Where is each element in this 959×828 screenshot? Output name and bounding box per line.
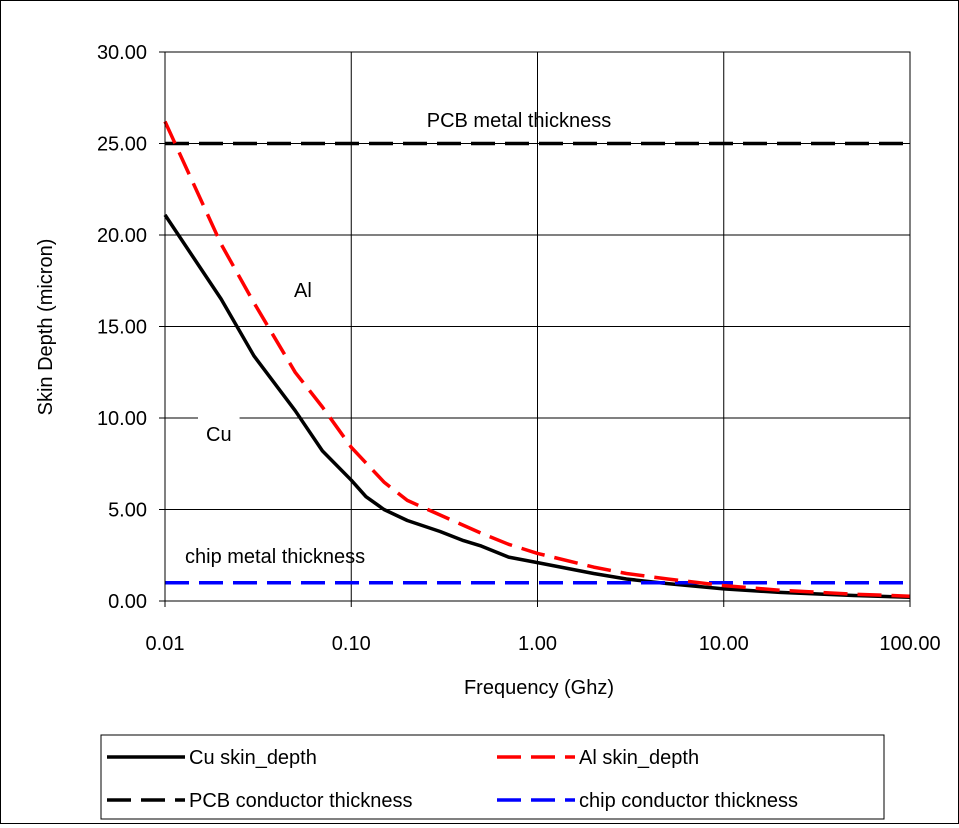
annotations: PCB metal thickness Al Cu chip metal thi…: [185, 110, 611, 568]
y-tick-label: 20.00: [97, 225, 147, 247]
y-tick-label: 5.00: [108, 500, 147, 522]
legend-label: Cu skin_depth: [189, 747, 317, 769]
annotation-pcb: PCB metal thickness: [427, 110, 612, 132]
plot-border: [164, 51, 911, 602]
x-tick-label: 1.00: [518, 633, 557, 655]
x-tick-label: 0.01: [146, 633, 185, 655]
y-tick-label: 15.00: [97, 317, 147, 339]
annotation-chip: chip metal thickness: [185, 546, 365, 568]
annotation-backing: [286, 272, 320, 308]
legend-box: [100, 734, 885, 820]
series-lines: [163, 120, 911, 599]
annotation-backing: [198, 416, 240, 452]
annotation-al: Al: [294, 280, 312, 302]
y-tick-label: 10.00: [97, 408, 147, 430]
series-line-cu-skin-depth: [163, 213, 911, 599]
annotation-cu: Cu: [206, 424, 232, 446]
y-tick-label: 25.00: [97, 134, 147, 156]
legend-label: chip conductor thickness: [579, 790, 798, 812]
x-tick-label: 10.00: [699, 633, 749, 655]
series-line-al-skin-depth: [163, 120, 911, 598]
legend-label: PCB conductor thickness: [189, 790, 412, 812]
x-axis-title: Frequency (Ghz): [464, 677, 614, 699]
x-tick-label: 100.00: [879, 633, 940, 655]
y-axis-title: Skin Depth (micron): [35, 239, 57, 416]
legend-label: Al skin_depth: [579, 747, 699, 769]
tick-labels: 0.00 5.00 10.00 15.00 20.00 25.00 30.00 0.01 0.1…: [97, 42, 941, 655]
legend: Cu skin_depth Al skin_depth PCB conductor …: [100, 734, 885, 820]
y-tick-label: 0.00: [108, 591, 147, 613]
y-tick-label: 30.00: [97, 42, 147, 64]
x-tick-label: 0.10: [332, 633, 371, 655]
